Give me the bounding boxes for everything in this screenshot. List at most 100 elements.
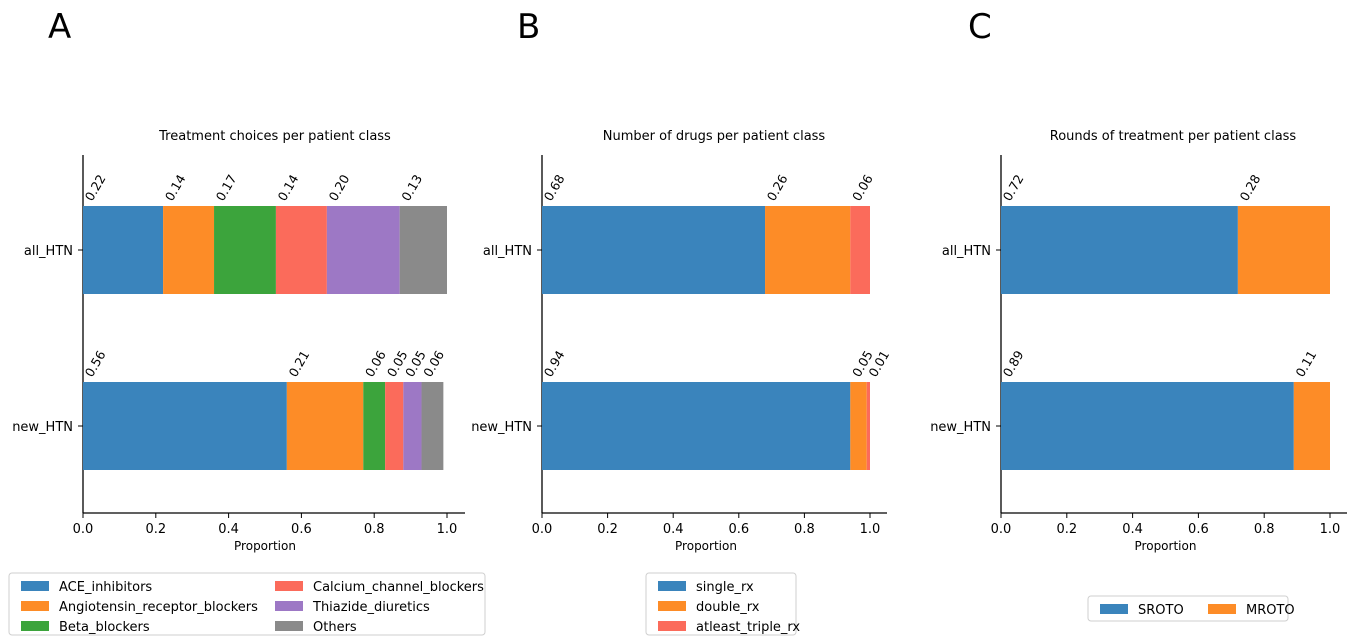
panel-letter: A — [48, 7, 71, 47]
legend-label: atleast_triple_rx — [696, 620, 800, 635]
x-tick-label: 0.4 — [1122, 522, 1143, 537]
data-label: 0.11 — [1292, 348, 1319, 380]
x-axis-label: Proportion — [234, 539, 296, 553]
x-tick-label: 0.8 — [794, 522, 815, 537]
x-tick-label: 0.4 — [218, 522, 239, 537]
data-label: 0.56 — [82, 348, 109, 380]
legend-label: ACE_inhibitors — [59, 580, 152, 595]
bar-segment — [399, 206, 447, 294]
x-tick-label: 0.6 — [291, 522, 312, 537]
y-tick-label: new_HTN — [930, 420, 991, 435]
data-label: 0.14 — [162, 172, 189, 204]
chart-title: Number of drugs per patient class — [603, 129, 826, 144]
data-label: 0.17 — [213, 172, 240, 204]
panel-letter: B — [517, 7, 540, 47]
y-tick-label: all_HTN — [24, 244, 73, 259]
x-tick-label: 0.6 — [1188, 522, 1209, 537]
data-label: 0.68 — [541, 172, 568, 204]
x-tick-label: 0.2 — [145, 522, 166, 537]
bar-segment — [542, 382, 851, 470]
x-tick-label: 0.2 — [1056, 522, 1077, 537]
bar-segment — [275, 206, 327, 294]
x-tick-label: 0.4 — [663, 522, 684, 537]
legend-swatch — [275, 601, 303, 611]
data-label: 0.22 — [82, 172, 109, 204]
x-tick-label: 1.0 — [860, 522, 881, 537]
bar-segment — [403, 382, 422, 470]
x-tick-label: 0.6 — [728, 522, 749, 537]
legend-box — [8, 572, 486, 636]
x-tick-label: 0.0 — [991, 522, 1012, 537]
bar-segment — [1237, 206, 1330, 294]
x-tick-label: 0.8 — [1254, 522, 1275, 537]
data-label: 0.20 — [325, 172, 352, 204]
legend-swatch — [275, 621, 303, 631]
legend-swatch — [1208, 604, 1236, 614]
legend-box — [1087, 595, 1289, 622]
legend-swatch — [21, 601, 49, 611]
legend-swatch — [275, 581, 303, 591]
chart-title: Rounds of treatment per patient class — [1050, 129, 1297, 144]
y-tick-label: all_HTN — [942, 244, 991, 259]
bar-segment — [83, 382, 287, 470]
legend-swatch — [1100, 604, 1128, 614]
bar-segment — [542, 206, 766, 294]
legend-swatch — [21, 581, 49, 591]
data-label: 0.94 — [541, 348, 568, 380]
chart-title: Treatment choices per patient class — [158, 129, 391, 144]
bar-segment — [385, 382, 404, 470]
bar-segment — [421, 382, 444, 470]
y-tick-label: new_HTN — [471, 420, 532, 435]
bar-segment — [1001, 206, 1238, 294]
bar-segment — [850, 206, 870, 294]
legend-swatch — [658, 581, 686, 591]
panel-c: C Rounds of treatment per patient class 0.… — [930, 7, 1347, 622]
x-tick-label: 1.0 — [1320, 522, 1341, 537]
bar-segment — [286, 382, 364, 470]
legend-label: Others — [313, 620, 357, 635]
bar-segment — [1001, 382, 1294, 470]
data-label: 0.21 — [285, 348, 312, 380]
legend-label: SROTO — [1138, 603, 1184, 618]
bar-segment — [326, 206, 400, 294]
legend-label: double_rx — [696, 600, 760, 615]
data-label: 0.28 — [1236, 172, 1263, 204]
bar-segment — [765, 206, 851, 294]
bar-segment — [850, 382, 867, 470]
data-label: 0.26 — [764, 172, 791, 204]
y-tick-label: all_HTN — [483, 244, 532, 259]
data-label: 0.72 — [1000, 172, 1027, 204]
panel-a: A Treatment choices per patient class 0.0 0… — [8, 7, 486, 636]
panel-b: B Number of drugs per patient class 0.0 0.2… — [471, 7, 892, 636]
legend-swatch — [658, 601, 686, 611]
legend-swatch — [21, 621, 49, 631]
data-label: 0.89 — [1000, 348, 1027, 380]
x-tick-label: 1.0 — [437, 522, 458, 537]
bar-segment — [363, 382, 386, 470]
bar-segment — [83, 206, 164, 294]
x-axis-label: Proportion — [1135, 539, 1197, 553]
legend-label: Beta_blockers — [59, 620, 150, 635]
panel-letter: C — [968, 7, 992, 47]
data-label: 0.13 — [398, 172, 425, 204]
bar-segment — [1293, 382, 1330, 470]
legend-label: Angiotensin_receptor_blockers — [59, 600, 258, 615]
x-tick-label: 0.0 — [73, 522, 94, 537]
legend-label: single_rx — [696, 580, 754, 595]
legend-label: Calcium_channel_blockers — [313, 580, 484, 595]
legend-label: Thiazide_diuretics — [312, 600, 430, 615]
bar-segment — [866, 382, 870, 470]
x-tick-label: 0.8 — [364, 522, 385, 537]
bar-segment — [163, 206, 215, 294]
legend-swatch — [658, 621, 686, 631]
x-axis-label: Proportion — [675, 539, 737, 553]
legend-label: MROTO — [1246, 603, 1295, 618]
bar-segment — [214, 206, 276, 294]
data-label: 0.06 — [420, 348, 447, 380]
x-tick-label: 0.0 — [532, 522, 553, 537]
data-label: 0.06 — [849, 172, 876, 204]
data-label: 0.06 — [362, 348, 389, 380]
y-tick-label: new_HTN — [12, 420, 73, 435]
data-label: 0.14 — [275, 172, 302, 204]
